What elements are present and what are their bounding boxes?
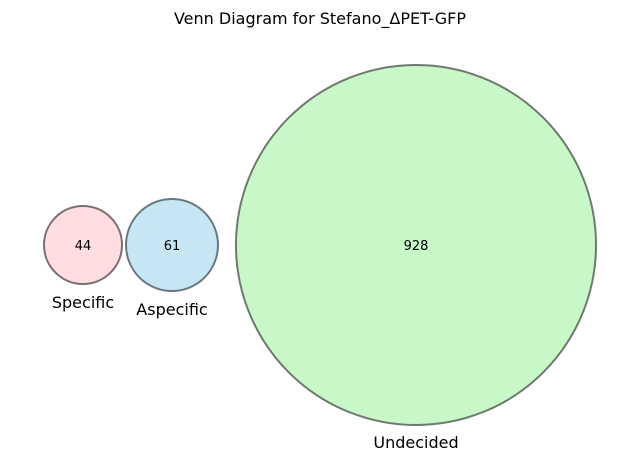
label-undecided: Undecided — [373, 433, 458, 452]
venn-circle-aspecific — [125, 198, 219, 292]
set-specific: 44 Specific — [43, 205, 123, 312]
set-aspecific: 61 Aspecific — [125, 198, 219, 319]
diagram-title: Venn Diagram for Stefano_ΔPET-GFP — [174, 9, 466, 29]
count-specific: 44 — [75, 239, 92, 254]
venn-circle-specific — [43, 205, 123, 285]
count-aspecific: 61 — [164, 239, 181, 254]
venn-circle-undecided — [235, 64, 597, 426]
count-undecided: 928 — [404, 239, 429, 254]
set-undecided: 928 Undecided — [235, 64, 597, 452]
label-aspecific: Aspecific — [136, 300, 207, 319]
label-specific: Specific — [52, 293, 114, 312]
